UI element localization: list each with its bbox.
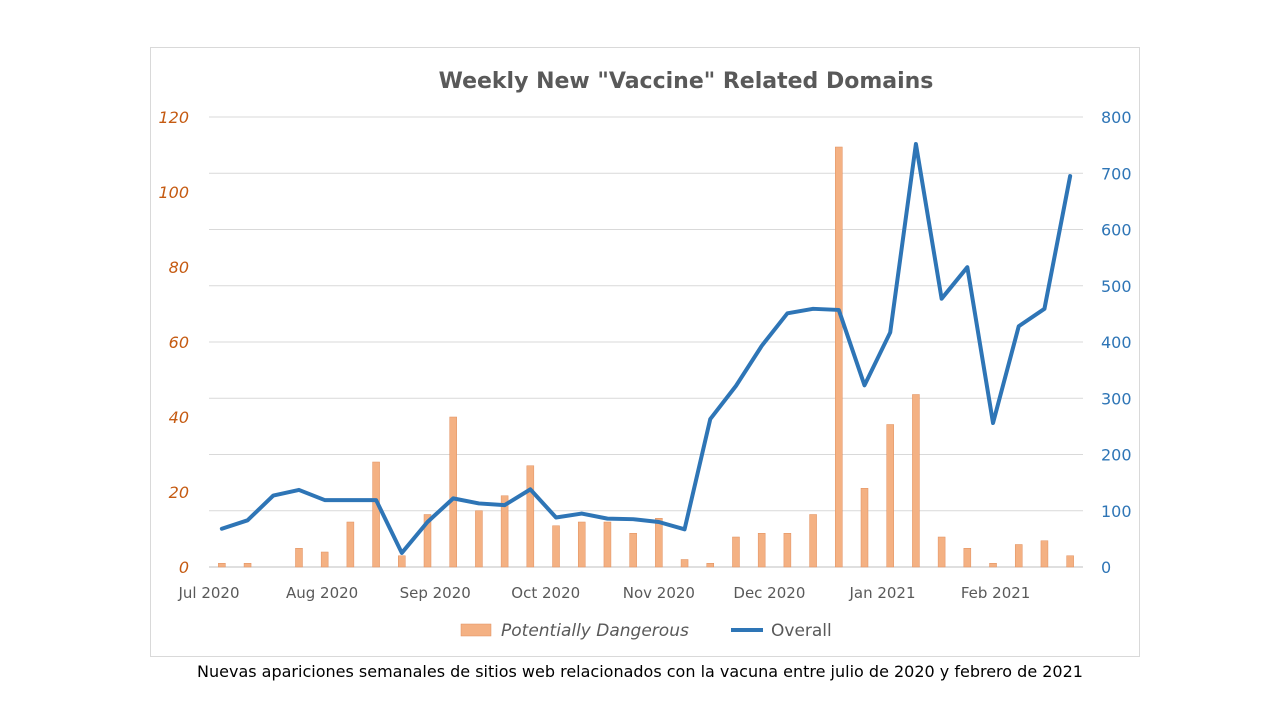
bar-potentially-dangerous [937, 536, 946, 568]
x-tick-label: Jul 2020 [177, 584, 239, 602]
bar-potentially-dangerous [577, 521, 586, 568]
x-tick-label: Dec 2020 [733, 584, 805, 602]
y-left-tick-label: 60 [169, 333, 189, 352]
bar-potentially-dangerous [655, 518, 663, 568]
y-left-tick-label: 80 [169, 258, 189, 277]
bar-potentially-dangerous [243, 563, 252, 568]
bar-potentially-dangerous [757, 533, 766, 568]
y-left-tick-label: 0 [179, 558, 189, 577]
bar-potentially-dangerous [912, 394, 920, 568]
bar-potentially-dangerous [372, 461, 380, 568]
figure-caption: Nuevas apariciones semanales de sitios w… [197, 662, 1083, 681]
bar-potentially-dangerous [346, 521, 355, 568]
bar-potentially-dangerous [449, 416, 457, 568]
chart-svg: Weekly New "Vaccine" Related Domains 0 100… [158, 69, 1132, 641]
y-right-tick-label: 500 [1101, 277, 1132, 296]
bar-potentially-dangerous [1066, 555, 1074, 568]
legend-label-overall: Overall [771, 621, 832, 641]
x-tick-label: Sep 2020 [400, 584, 471, 602]
bar-potentially-dangerous [603, 521, 612, 568]
bar-potentially-dangerous [1014, 544, 1023, 568]
chart-title: Weekly New "Vaccine" Related Domains [439, 69, 934, 94]
y-right-tick-label: 0 [1101, 558, 1111, 577]
bar-potentially-dangerous [1040, 540, 1049, 568]
bar-potentially-dangerous [809, 514, 817, 568]
bar-potentially-dangerous [398, 555, 406, 568]
bar-potentially-dangerous [963, 548, 972, 568]
chart-frame: Weekly New "Vaccine" Related Domains 0 100… [150, 47, 1140, 657]
x-tick-label: Feb 2021 [961, 584, 1031, 602]
bar-potentially-dangerous [295, 548, 303, 568]
y-right-tick-label: 800 [1101, 108, 1132, 127]
bar-potentially-dangerous [423, 514, 432, 568]
bar-potentially-dangerous [860, 488, 869, 568]
y-left-tick-label: 20 [169, 483, 189, 502]
y-right-tick-label: 300 [1101, 389, 1132, 408]
bar-potentially-dangerous [680, 559, 689, 568]
bar-potentially-dangerous [783, 533, 792, 568]
bar-potentially-dangerous [835, 146, 843, 568]
bar-potentially-dangerous [989, 563, 997, 568]
bar-potentially-dangerous [320, 551, 329, 568]
y-right-tick-label: 400 [1101, 333, 1132, 352]
y-left-tick-label: 40 [169, 408, 189, 427]
x-tick-label: Oct 2020 [511, 584, 580, 602]
bar-potentially-dangerous [218, 563, 226, 568]
line-overall [219, 142, 1073, 555]
legend-swatch-potentially-dangerous [460, 623, 492, 637]
bar-potentially-dangerous [500, 495, 509, 568]
bar-potentially-dangerous [552, 525, 560, 568]
bar-potentially-dangerous [526, 465, 535, 568]
y-right-tick-label: 700 [1101, 164, 1132, 183]
y-right-tick-label: 600 [1101, 221, 1132, 240]
bar-potentially-dangerous [629, 533, 637, 568]
y-right-tick-label: 200 [1101, 446, 1132, 465]
bar-potentially-dangerous [732, 536, 740, 568]
bar-potentially-dangerous [475, 510, 483, 568]
x-tick-label: Jan 2021 [848, 584, 915, 602]
y-left-tick-label: 100 [158, 183, 189, 202]
y-left-tick-label: 120 [158, 108, 189, 127]
legend-label-potentially-dangerous: Potentially Dangerous [501, 621, 689, 641]
x-tick-label: Nov 2020 [623, 584, 695, 602]
x-tick-label: Aug 2020 [286, 584, 358, 602]
y-right-tick-label: 100 [1101, 502, 1132, 521]
bar-potentially-dangerous [706, 563, 715, 568]
bar-potentially-dangerous [886, 424, 894, 568]
